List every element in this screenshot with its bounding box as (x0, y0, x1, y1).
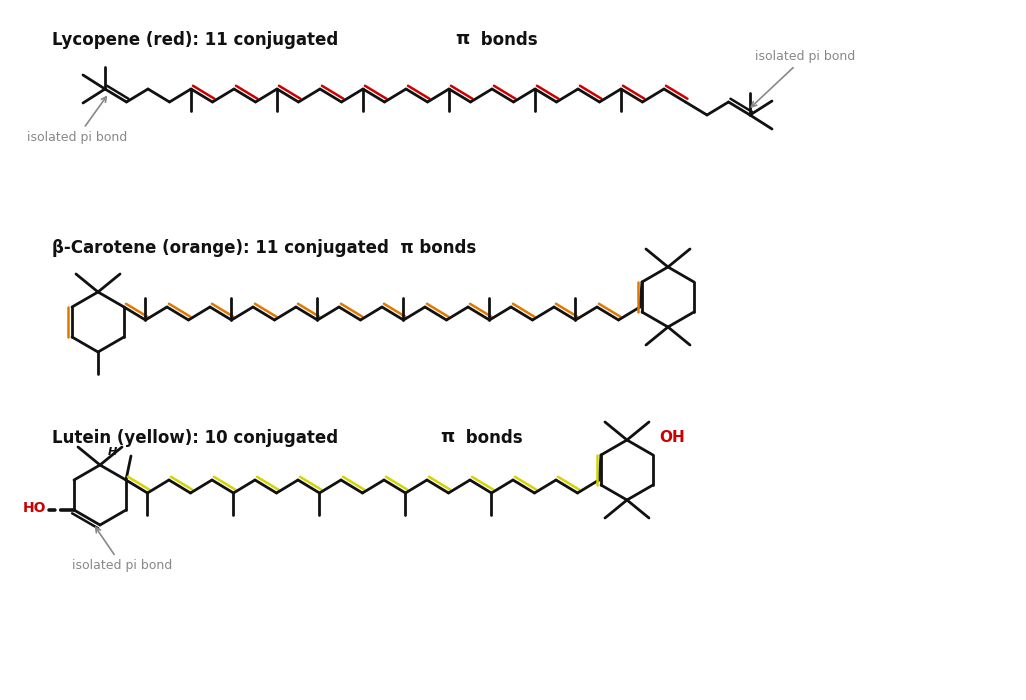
Text: bonds: bonds (460, 429, 522, 447)
Text: OH: OH (659, 430, 684, 445)
Text: π: π (440, 428, 455, 447)
Text: bonds: bonds (475, 31, 538, 49)
Text: π: π (455, 31, 469, 48)
Text: β-Carotene (orange): 11 conjugated  π bonds: β-Carotene (orange): 11 conjugated π bon… (52, 239, 476, 257)
Text: HO: HO (23, 501, 46, 515)
Text: Lutein (yellow): 10 conjugated: Lutein (yellow): 10 conjugated (52, 429, 344, 447)
Text: H: H (108, 447, 117, 457)
Text: Lycopene (red): 11 conjugated: Lycopene (red): 11 conjugated (52, 31, 344, 49)
Text: isolated pi bond: isolated pi bond (751, 50, 855, 107)
Text: isolated pi bond: isolated pi bond (27, 97, 127, 144)
Text: isolated pi bond: isolated pi bond (72, 527, 172, 573)
